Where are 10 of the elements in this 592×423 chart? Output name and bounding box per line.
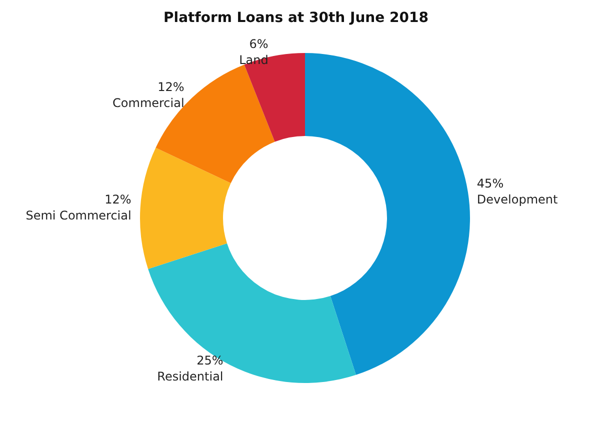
slice-label: Commercial xyxy=(112,96,184,110)
slice-label: Development xyxy=(476,192,558,207)
slice-label: Semi Commercial xyxy=(26,208,132,222)
data-label: 12% xyxy=(158,80,184,94)
slice-label: Residential xyxy=(157,370,224,384)
data-label: 12% xyxy=(104,192,132,206)
data-label: 45% xyxy=(476,176,504,191)
data-label: 25% xyxy=(196,354,224,368)
data-label: 6% xyxy=(249,36,268,51)
chart-title: Platform Loans at 30th June 2018 xyxy=(164,10,428,26)
